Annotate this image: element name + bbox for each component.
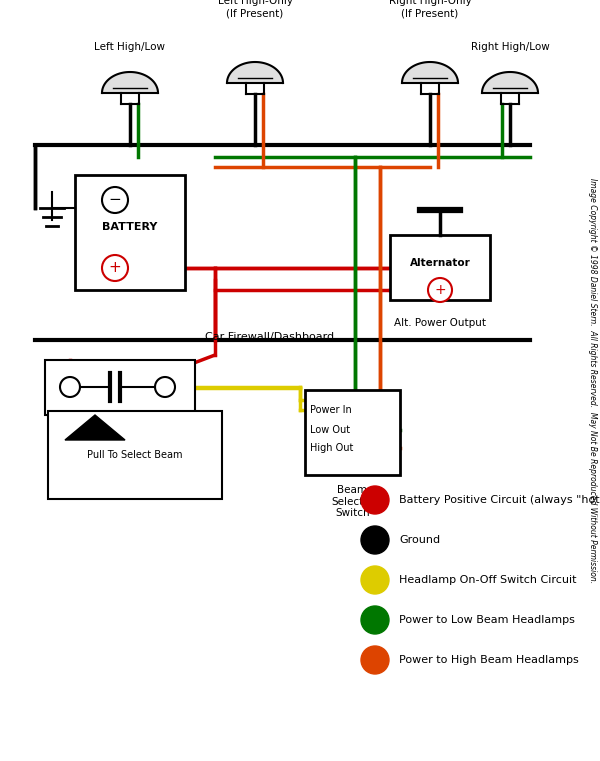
- Circle shape: [102, 187, 128, 213]
- Polygon shape: [482, 72, 538, 93]
- Text: Image Copyright © 1998 Daniel Stern.  All Rights Reserved.  May Not Be Reproduce: Image Copyright © 1998 Daniel Stern. All…: [587, 178, 596, 584]
- Text: BATTERY: BATTERY: [103, 222, 158, 233]
- Circle shape: [361, 526, 389, 554]
- Text: Left High/Low: Left High/Low: [95, 42, 166, 52]
- Text: Alt. Power Output: Alt. Power Output: [394, 318, 486, 328]
- Circle shape: [361, 606, 389, 634]
- Text: Beam
Selector
Switch: Beam Selector Switch: [331, 485, 374, 518]
- Text: Pull To Select Beam: Pull To Select Beam: [87, 450, 183, 460]
- Text: Alternator: Alternator: [410, 257, 470, 268]
- Circle shape: [361, 646, 389, 674]
- Text: Left High-Only
(If Present): Left High-Only (If Present): [218, 0, 293, 18]
- Bar: [75, 175, 185, 290]
- Circle shape: [102, 255, 128, 281]
- Text: Power In: Power In: [310, 405, 352, 415]
- Text: Power to High Beam Headlamps: Power to High Beam Headlamps: [399, 655, 579, 665]
- Polygon shape: [102, 72, 158, 93]
- Bar: [305, 390, 400, 475]
- Text: Headlamp On-Off Switch Circuit: Headlamp On-Off Switch Circuit: [399, 575, 577, 585]
- Circle shape: [428, 278, 452, 302]
- Circle shape: [155, 377, 175, 397]
- Circle shape: [60, 377, 80, 397]
- Text: +: +: [434, 283, 446, 297]
- Text: Right High-Only
(If Present): Right High-Only (If Present): [389, 0, 472, 18]
- Text: Headlamp On-Off Switch: Headlamp On-Off Switch: [56, 433, 185, 443]
- Circle shape: [361, 486, 389, 514]
- Text: −: −: [109, 193, 121, 208]
- Polygon shape: [65, 415, 125, 440]
- Text: Right High/Low: Right High/Low: [470, 42, 550, 52]
- Bar: [45, 360, 195, 415]
- Text: +: +: [109, 260, 121, 275]
- Text: High Out: High Out: [310, 443, 353, 453]
- Bar: [390, 235, 490, 300]
- Text: Power to Low Beam Headlamps: Power to Low Beam Headlamps: [399, 615, 575, 625]
- Text: Car Firewall/Dashboard: Car Firewall/Dashboard: [205, 332, 335, 342]
- Polygon shape: [402, 62, 458, 83]
- Text: Low Out: Low Out: [310, 425, 350, 435]
- Text: Battery Positive Circuit (always "hot"): Battery Positive Circuit (always "hot"): [399, 495, 600, 505]
- Circle shape: [361, 566, 389, 594]
- Text: Ground: Ground: [399, 535, 440, 545]
- Polygon shape: [227, 62, 283, 83]
